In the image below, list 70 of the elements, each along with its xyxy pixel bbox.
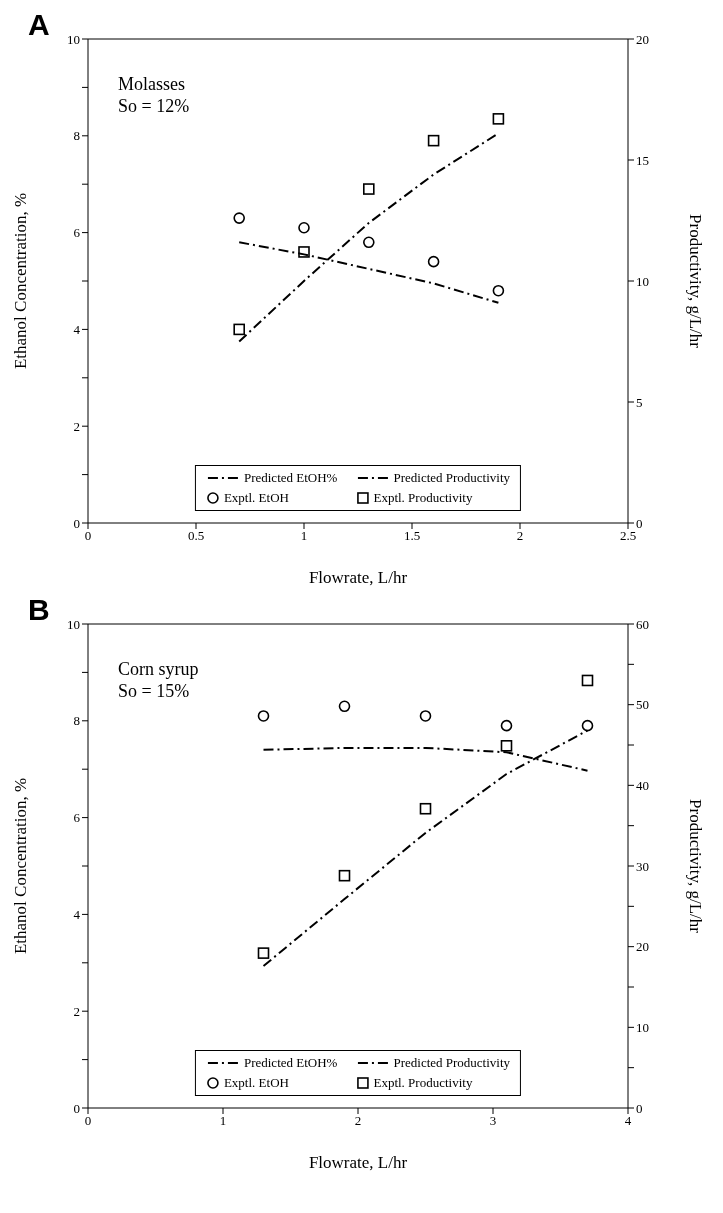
y-axis-title: Ethanol Concentration, %: [11, 192, 31, 370]
x-axis-title: Flowrate, L/hr: [308, 568, 408, 587]
y2-tick-label: 60: [636, 616, 649, 632]
legend-label: Predicted EtOH%: [243, 470, 338, 486]
y-tick-label: 0: [73, 515, 80, 531]
x-tick-label: 0: [84, 528, 92, 544]
annotation: Corn syrup: [118, 658, 199, 680]
legend-label: Exptl. Productivity: [373, 490, 473, 506]
y2-tick-label: 15: [636, 152, 649, 168]
y2-tick-label: 30: [636, 858, 649, 874]
y2-axis-title: Productivity, g/L/hr: [685, 799, 705, 934]
y2-axis-title: Productivity, g/L/hr: [685, 214, 705, 349]
chart-title: A: [28, 8, 50, 42]
x-tick-label: 2: [354, 1113, 362, 1129]
x-tick-label: 0: [84, 1113, 92, 1129]
point: [427, 255, 440, 268]
y2-tick-label: 0: [636, 515, 643, 531]
y-tick-label: 8: [73, 128, 80, 144]
y2-tick-label: 20: [636, 31, 649, 47]
legend-label: Exptl. Productivity: [373, 1075, 473, 1091]
point: [427, 134, 440, 147]
point: [500, 740, 513, 752]
x-tick-label: 4: [624, 1113, 632, 1129]
x-tick-label: 1: [219, 1113, 227, 1129]
y-tick-label: 10: [67, 616, 80, 632]
y2-tick-label: 10: [636, 1019, 649, 1035]
point: [257, 947, 270, 959]
chart-title: B: [28, 593, 50, 627]
x-tick-label: 2.5: [619, 528, 637, 544]
x-tick-label: 1: [300, 528, 308, 544]
y2-tick-label: 20: [636, 939, 649, 955]
y-axis-title: Ethanol Concentration, %: [11, 777, 31, 955]
point: [492, 113, 505, 125]
y2-tick-label: 5: [636, 394, 643, 410]
annotation: So = 12%: [118, 95, 190, 117]
point: [363, 236, 375, 249]
point: [233, 212, 245, 224]
point: [298, 246, 310, 258]
point: [492, 284, 505, 297]
y-tick-label: 2: [73, 1003, 80, 1019]
annotation: Molasses: [118, 73, 186, 95]
legend-label: Exptl. EtOH: [223, 1075, 289, 1091]
annotation: So = 15%: [118, 680, 191, 702]
y-tick-label: 8: [73, 713, 80, 729]
x-tick-label: 1.5: [403, 528, 421, 544]
point: [338, 869, 351, 882]
x-tick-label: 0.5: [187, 528, 205, 544]
y2-tick-label: 10: [636, 273, 649, 289]
y-tick-label: 4: [73, 322, 81, 338]
y2-tick-label: 0: [636, 1100, 643, 1116]
y-tick-label: 2: [73, 418, 80, 434]
y-tick-label: 10: [67, 31, 80, 47]
legend-label: Predicted Productivity: [393, 1055, 511, 1071]
point: [363, 183, 375, 195]
y2-tick-label: 50: [636, 697, 649, 713]
point: [298, 221, 310, 234]
point: [419, 802, 432, 815]
legend-label: Predicted Productivity: [393, 470, 511, 486]
point: [233, 323, 245, 336]
y-tick-label: 4: [73, 907, 81, 923]
x-tick-label: 3: [489, 1113, 497, 1129]
point: [581, 674, 594, 687]
x-tick-label: 2: [516, 528, 524, 544]
y-tick-label: 6: [73, 810, 81, 826]
y2-tick-label: 40: [636, 777, 649, 793]
y-tick-label: 6: [73, 225, 81, 241]
legend-label: Predicted EtOH%: [243, 1055, 338, 1071]
y-tick-label: 0: [73, 1100, 80, 1116]
x-axis-title: Flowrate, L/hr: [308, 1153, 408, 1172]
legend-label: Exptl. EtOH: [223, 490, 289, 506]
